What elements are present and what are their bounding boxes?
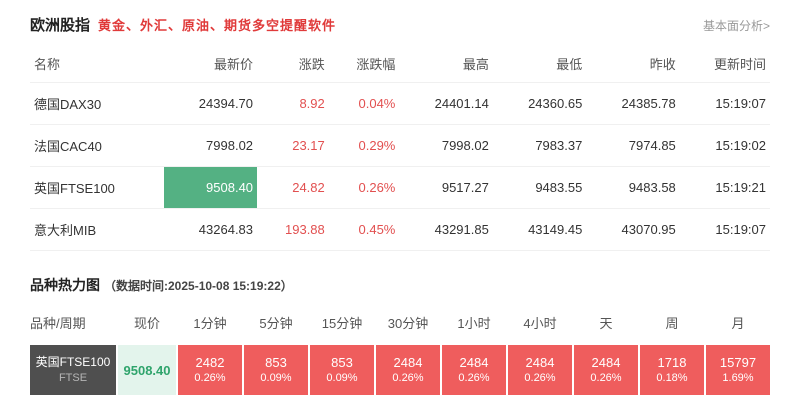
header-change: 涨跌 — [257, 45, 329, 83]
page-title: 欧洲股指 — [30, 17, 91, 34]
cell-change-pct: 0.26% — [328, 166, 400, 209]
page-subtitle: 黄金、外汇、原油、期货多空提醒软件 — [98, 18, 337, 33]
table-row[interactable]: 意大利MIB 43264.83 193.88 0.45% 43291.85 43… — [30, 208, 770, 251]
table-row[interactable]: 英国FTSE100 9508.40 24.82 0.26% 9517.27 94… — [30, 166, 770, 209]
cell-change: 24.82 — [257, 166, 329, 209]
cell-prev-close: 24385.78 — [586, 82, 680, 125]
cell-update-time: 15:19:07 — [679, 208, 770, 251]
heat-cell-month[interactable]: 15797 1.69% — [706, 345, 770, 395]
heatmap-section-header: 品种热力图 （数据时间:2025-10-08 15:19:22） — [30, 275, 770, 295]
heat-pct: 0.26% — [524, 372, 556, 385]
heat-cell-day[interactable]: 2484 0.26% — [574, 345, 638, 395]
heat-cell-15min[interactable]: 853 0.09% — [310, 345, 374, 395]
cell-last-flash: 9508.40 — [163, 166, 258, 209]
cell-prev-close: 43070.95 — [586, 208, 680, 251]
heat-header-week: 周 — [665, 315, 679, 331]
heat-header-symbol: 品种/周期 — [30, 315, 86, 331]
cell-prev-close: 7974.85 — [586, 124, 680, 167]
heatmap-title: 品种热力图 — [30, 277, 100, 293]
header-low: 最低 — [492, 45, 587, 83]
heat-cell-5min[interactable]: 853 0.09% — [244, 345, 308, 395]
cell-name: 意大利MIB — [30, 208, 164, 251]
cell-high: 9517.27 — [399, 166, 493, 209]
cell-change: 193.88 — [257, 208, 329, 251]
heat-value: 2484 — [591, 354, 621, 370]
heat-header-1hour: 1小时 — [457, 315, 491, 331]
cell-high: 24401.14 — [399, 82, 493, 125]
cell-low: 7983.37 — [492, 124, 587, 167]
header-last: 最新价 — [163, 45, 258, 83]
heat-value: 2482 — [195, 354, 225, 370]
cell-update-time: 15:19:02 — [679, 124, 770, 167]
heat-value: 1718 — [657, 354, 687, 370]
cell-update-time: 15:19:21 — [679, 166, 770, 209]
cell-low: 43149.45 — [492, 208, 587, 251]
cell-change: 23.17 — [257, 124, 329, 167]
heatmap-timestamp: （数据时间:2025-10-08 15:19:22） — [104, 279, 293, 293]
heat-cell-week[interactable]: 1718 0.18% — [640, 345, 704, 395]
heat-symbol-code: FTSE — [58, 371, 88, 384]
cell-last: 24394.70 — [163, 82, 258, 125]
table-row[interactable]: 法国CAC40 7998.02 23.17 0.29% 7998.02 7983… — [30, 124, 770, 167]
cell-update-time: 15:19:07 — [679, 82, 770, 125]
quotes-table: 名称 最新价 涨跌 涨跌幅 最高 最低 昨收 更新时间 德国DAX30 2439… — [30, 45, 770, 251]
heat-value: 2484 — [459, 354, 489, 370]
heat-value: 2484 — [393, 354, 423, 370]
cell-change-pct: 0.04% — [328, 82, 400, 125]
heat-pct: 1.69% — [722, 372, 754, 385]
heat-cell-1min[interactable]: 2482 0.26% — [178, 345, 242, 395]
heat-value: 15797 — [719, 354, 757, 370]
cell-change-pct: 0.29% — [328, 124, 400, 167]
fundamental-analysis-link[interactable]: 基本面分析> — [702, 19, 770, 33]
header-prev-close: 昨收 — [586, 45, 680, 83]
quotes-header-row: 名称 最新价 涨跌 涨跌幅 最高 最低 昨收 更新时间 — [30, 45, 770, 83]
heat-header-15min: 15分钟 — [321, 315, 363, 331]
heat-symbol-cell[interactable]: 英国FTSE100 FTSE — [30, 345, 116, 395]
cell-low: 9483.55 — [492, 166, 587, 209]
cell-last: 7998.02 — [163, 124, 258, 167]
heat-cell-1hour[interactable]: 2484 0.26% — [442, 345, 506, 395]
heat-header-price: 现价 — [133, 315, 160, 331]
heat-header-5min: 5分钟 — [259, 315, 293, 331]
cell-high: 43291.85 — [399, 208, 493, 251]
cell-name: 英国FTSE100 — [30, 166, 164, 209]
cell-low: 24360.65 — [492, 82, 587, 125]
cell-last: 43264.83 — [163, 208, 258, 251]
cell-change: 8.92 — [257, 82, 329, 125]
heat-header-month: 月 — [731, 315, 745, 331]
heat-price-cell: 9508.40 — [118, 345, 176, 395]
header-name: 名称 — [30, 45, 164, 83]
heat-header-30min: 30分钟 — [387, 315, 429, 331]
cell-prev-close: 9483.58 — [586, 166, 680, 209]
top-header: 欧洲股指 黄金、外汇、原油、期货多空提醒软件 基本面分析> — [30, 14, 770, 35]
heat-symbol-name: 英国FTSE100 — [35, 355, 111, 370]
heat-pct: 0.09% — [260, 372, 292, 385]
heatmap-grid: 品种/周期 现价 1分钟 5分钟 15分钟 30分钟 1小时 4小时 天 周 月… — [30, 307, 770, 395]
heat-header-day: 天 — [599, 315, 613, 331]
cell-name: 法国CAC40 — [30, 124, 164, 167]
heat-pct: 0.26% — [392, 372, 424, 385]
header-high: 最高 — [399, 45, 493, 83]
heat-pct: 0.26% — [590, 372, 622, 385]
heat-header-4hour: 4小时 — [523, 315, 557, 331]
heat-pct: 0.09% — [326, 372, 358, 385]
heat-value: 853 — [265, 354, 287, 370]
cell-high: 7998.02 — [399, 124, 493, 167]
heat-value: 853 — [331, 354, 353, 370]
header-change-pct: 涨跌幅 — [328, 45, 400, 83]
heat-pct: 0.26% — [194, 372, 226, 385]
heat-pct: 0.26% — [458, 372, 490, 385]
heat-header-1min: 1分钟 — [193, 315, 227, 331]
heat-pct: 0.18% — [656, 372, 688, 385]
cell-change-pct: 0.45% — [328, 208, 400, 251]
heat-cell-4hour[interactable]: 2484 0.26% — [508, 345, 572, 395]
header-update-time: 更新时间 — [679, 45, 770, 83]
heat-cell-30min[interactable]: 2484 0.26% — [376, 345, 440, 395]
heat-value: 2484 — [525, 354, 555, 370]
cell-name: 德国DAX30 — [30, 82, 164, 125]
table-row[interactable]: 德国DAX30 24394.70 8.92 0.04% 24401.14 243… — [30, 82, 770, 125]
